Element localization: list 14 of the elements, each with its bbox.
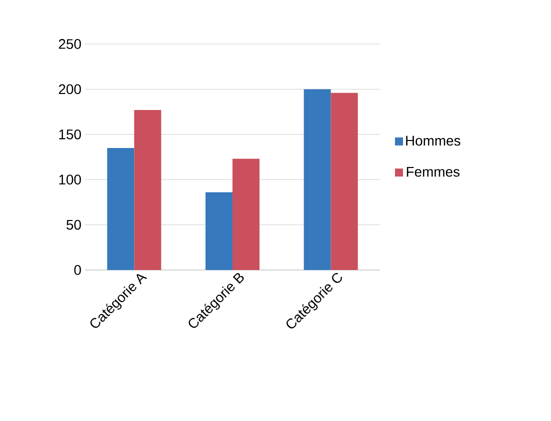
bar — [206, 192, 233, 270]
legend-label: Hommes — [406, 136, 460, 146]
legend-label: Femmes — [406, 166, 460, 177]
y-tick-label: 0 — [74, 265, 81, 275]
y-tick-label: 50 — [66, 220, 81, 230]
bar — [232, 158, 260, 270]
y-tick-label: 200 — [58, 84, 81, 94]
bar — [134, 110, 162, 270]
y-tick-label: 100 — [59, 174, 81, 185]
y-tick-label: 250 — [58, 39, 81, 49]
y-tick-label: 150 — [59, 129, 81, 140]
bar — [330, 92, 358, 270]
bar — [107, 148, 134, 270]
bar — [304, 89, 331, 270]
